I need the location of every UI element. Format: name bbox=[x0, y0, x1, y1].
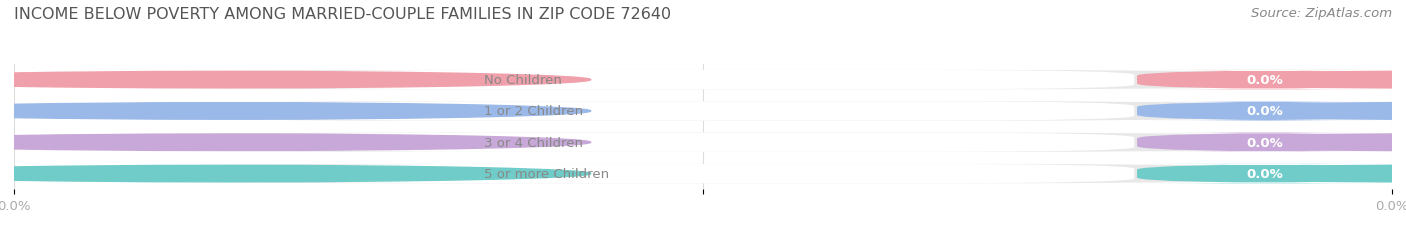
Text: 0.0%: 0.0% bbox=[1246, 167, 1282, 180]
Text: 1 or 2 Children: 1 or 2 Children bbox=[484, 105, 583, 118]
Text: 0.0%: 0.0% bbox=[1246, 105, 1282, 118]
FancyBboxPatch shape bbox=[1137, 164, 1406, 183]
FancyBboxPatch shape bbox=[14, 164, 1392, 183]
Circle shape bbox=[0, 72, 591, 88]
Text: 5 or more Children: 5 or more Children bbox=[484, 167, 609, 180]
FancyBboxPatch shape bbox=[14, 71, 1392, 90]
FancyBboxPatch shape bbox=[1136, 71, 1393, 90]
Text: 0.0%: 0.0% bbox=[1246, 136, 1282, 149]
FancyBboxPatch shape bbox=[14, 102, 1392, 121]
FancyBboxPatch shape bbox=[270, 164, 1135, 183]
Text: 0.0%: 0.0% bbox=[1246, 74, 1282, 87]
FancyBboxPatch shape bbox=[270, 102, 1135, 121]
Text: Source: ZipAtlas.com: Source: ZipAtlas.com bbox=[1251, 7, 1392, 20]
FancyBboxPatch shape bbox=[1137, 102, 1406, 121]
Text: INCOME BELOW POVERTY AMONG MARRIED-COUPLE FAMILIES IN ZIP CODE 72640: INCOME BELOW POVERTY AMONG MARRIED-COUPL… bbox=[14, 7, 671, 22]
FancyBboxPatch shape bbox=[1136, 102, 1393, 121]
FancyBboxPatch shape bbox=[1136, 164, 1393, 183]
Circle shape bbox=[0, 166, 591, 182]
Circle shape bbox=[0, 103, 591, 120]
FancyBboxPatch shape bbox=[270, 71, 1135, 90]
FancyBboxPatch shape bbox=[1137, 71, 1406, 90]
FancyBboxPatch shape bbox=[1137, 133, 1406, 152]
FancyBboxPatch shape bbox=[270, 133, 1135, 152]
FancyBboxPatch shape bbox=[14, 133, 1392, 152]
Text: 3 or 4 Children: 3 or 4 Children bbox=[484, 136, 583, 149]
FancyBboxPatch shape bbox=[1136, 133, 1393, 152]
Circle shape bbox=[0, 134, 591, 151]
Text: No Children: No Children bbox=[484, 74, 562, 87]
